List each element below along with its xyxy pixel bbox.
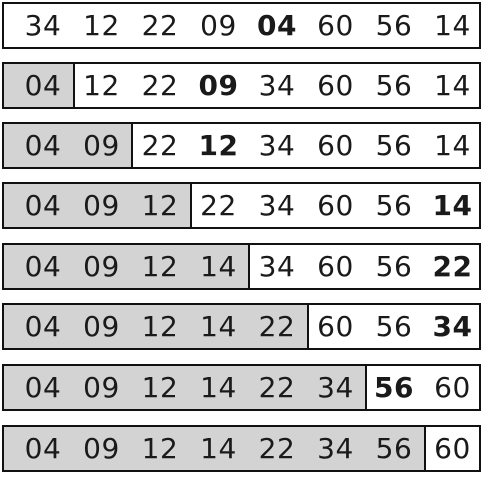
array-value: 34 [317,432,354,465]
swap-value: 34 [432,310,473,343]
array-value: 34 [258,129,296,162]
array-value: 04 [24,69,62,102]
swap-value: 14 [432,189,473,222]
array-value: 09 [83,250,120,283]
swap-value: 12 [198,129,239,162]
array-value: 14 [200,432,237,465]
array-value: 12 [83,69,120,102]
sort-step-row: 04 09 12 14 34 60 56 22 [2,243,481,290]
array-value: 34 [24,9,62,42]
array-value: 56 [375,310,413,343]
array-value: 60 [434,371,471,404]
sorted-region [4,366,367,409]
array-value: 60 [317,310,354,343]
array-value: 22 [141,9,179,42]
array-value: 14 [434,9,471,42]
array-value: 12 [141,371,179,404]
array-value: 14 [200,250,237,283]
array-value: 22 [141,129,179,162]
array-value: 60 [317,69,354,102]
array-value: 04 [24,310,62,343]
array-value: 04 [24,129,62,162]
sort-step-row: 34 12 22 09 04 60 56 14 [2,2,481,49]
sorted-region [4,305,309,348]
sorted-region [4,64,75,107]
array-value: 56 [375,250,413,283]
array-value: 60 [317,9,354,42]
array-value: 09 [83,371,120,404]
swap-value: 04 [257,9,297,42]
array-value: 34 [317,371,354,404]
array-value: 56 [375,129,413,162]
array-value: 22 [141,69,179,102]
array-value: 12 [141,310,179,343]
swap-value: 09 [198,69,239,102]
array-value: 12 [141,250,179,283]
sort-step-row: 04 09 22 12 34 60 56 14 [2,122,481,169]
sorted-region [4,124,133,167]
array-value: 22 [258,371,296,404]
array-value: 22 [258,432,296,465]
array-value: 56 [375,69,413,102]
array-value: 12 [83,9,120,42]
array-value: 09 [200,9,237,42]
array-value: 04 [24,250,62,283]
swap-value: 22 [432,250,473,283]
array-value: 60 [434,432,471,465]
array-value: 09 [83,310,120,343]
array-value: 09 [83,129,120,162]
sort-step-row: 04 09 12 14 22 60 56 34 [2,303,481,350]
array-value: 04 [24,432,62,465]
array-value: 09 [83,189,120,222]
array-value: 22 [258,310,296,343]
array-value: 34 [258,250,296,283]
sorted-region [4,184,192,227]
array-value: 14 [434,129,471,162]
array-value: 34 [258,69,296,102]
array-value: 14 [200,310,237,343]
array-value: 14 [200,371,237,404]
array-value: 60 [317,250,354,283]
array-value: 56 [375,432,413,465]
array-value: 04 [24,371,62,404]
array-value: 09 [83,432,120,465]
sort-step-row: 04 09 12 22 34 60 56 14 [2,182,481,229]
array-value: 56 [375,189,413,222]
swap-value: 56 [374,371,414,404]
sorted-region [4,245,250,288]
array-value: 22 [200,189,237,222]
array-value: 34 [258,189,296,222]
array-value: 04 [24,189,62,222]
array-value: 14 [434,69,471,102]
sort-step-row: 04 09 12 14 22 34 56 60 [2,425,481,472]
array-value: 60 [317,129,354,162]
sort-step-row: 04 09 12 14 22 34 56 60 [2,364,481,411]
sorted-region [4,427,426,470]
array-value: 60 [317,189,354,222]
array-value: 12 [141,189,179,222]
array-value: 12 [141,432,179,465]
sort-step-row: 04 12 22 09 34 60 56 14 [2,62,481,109]
array-value: 56 [375,9,413,42]
